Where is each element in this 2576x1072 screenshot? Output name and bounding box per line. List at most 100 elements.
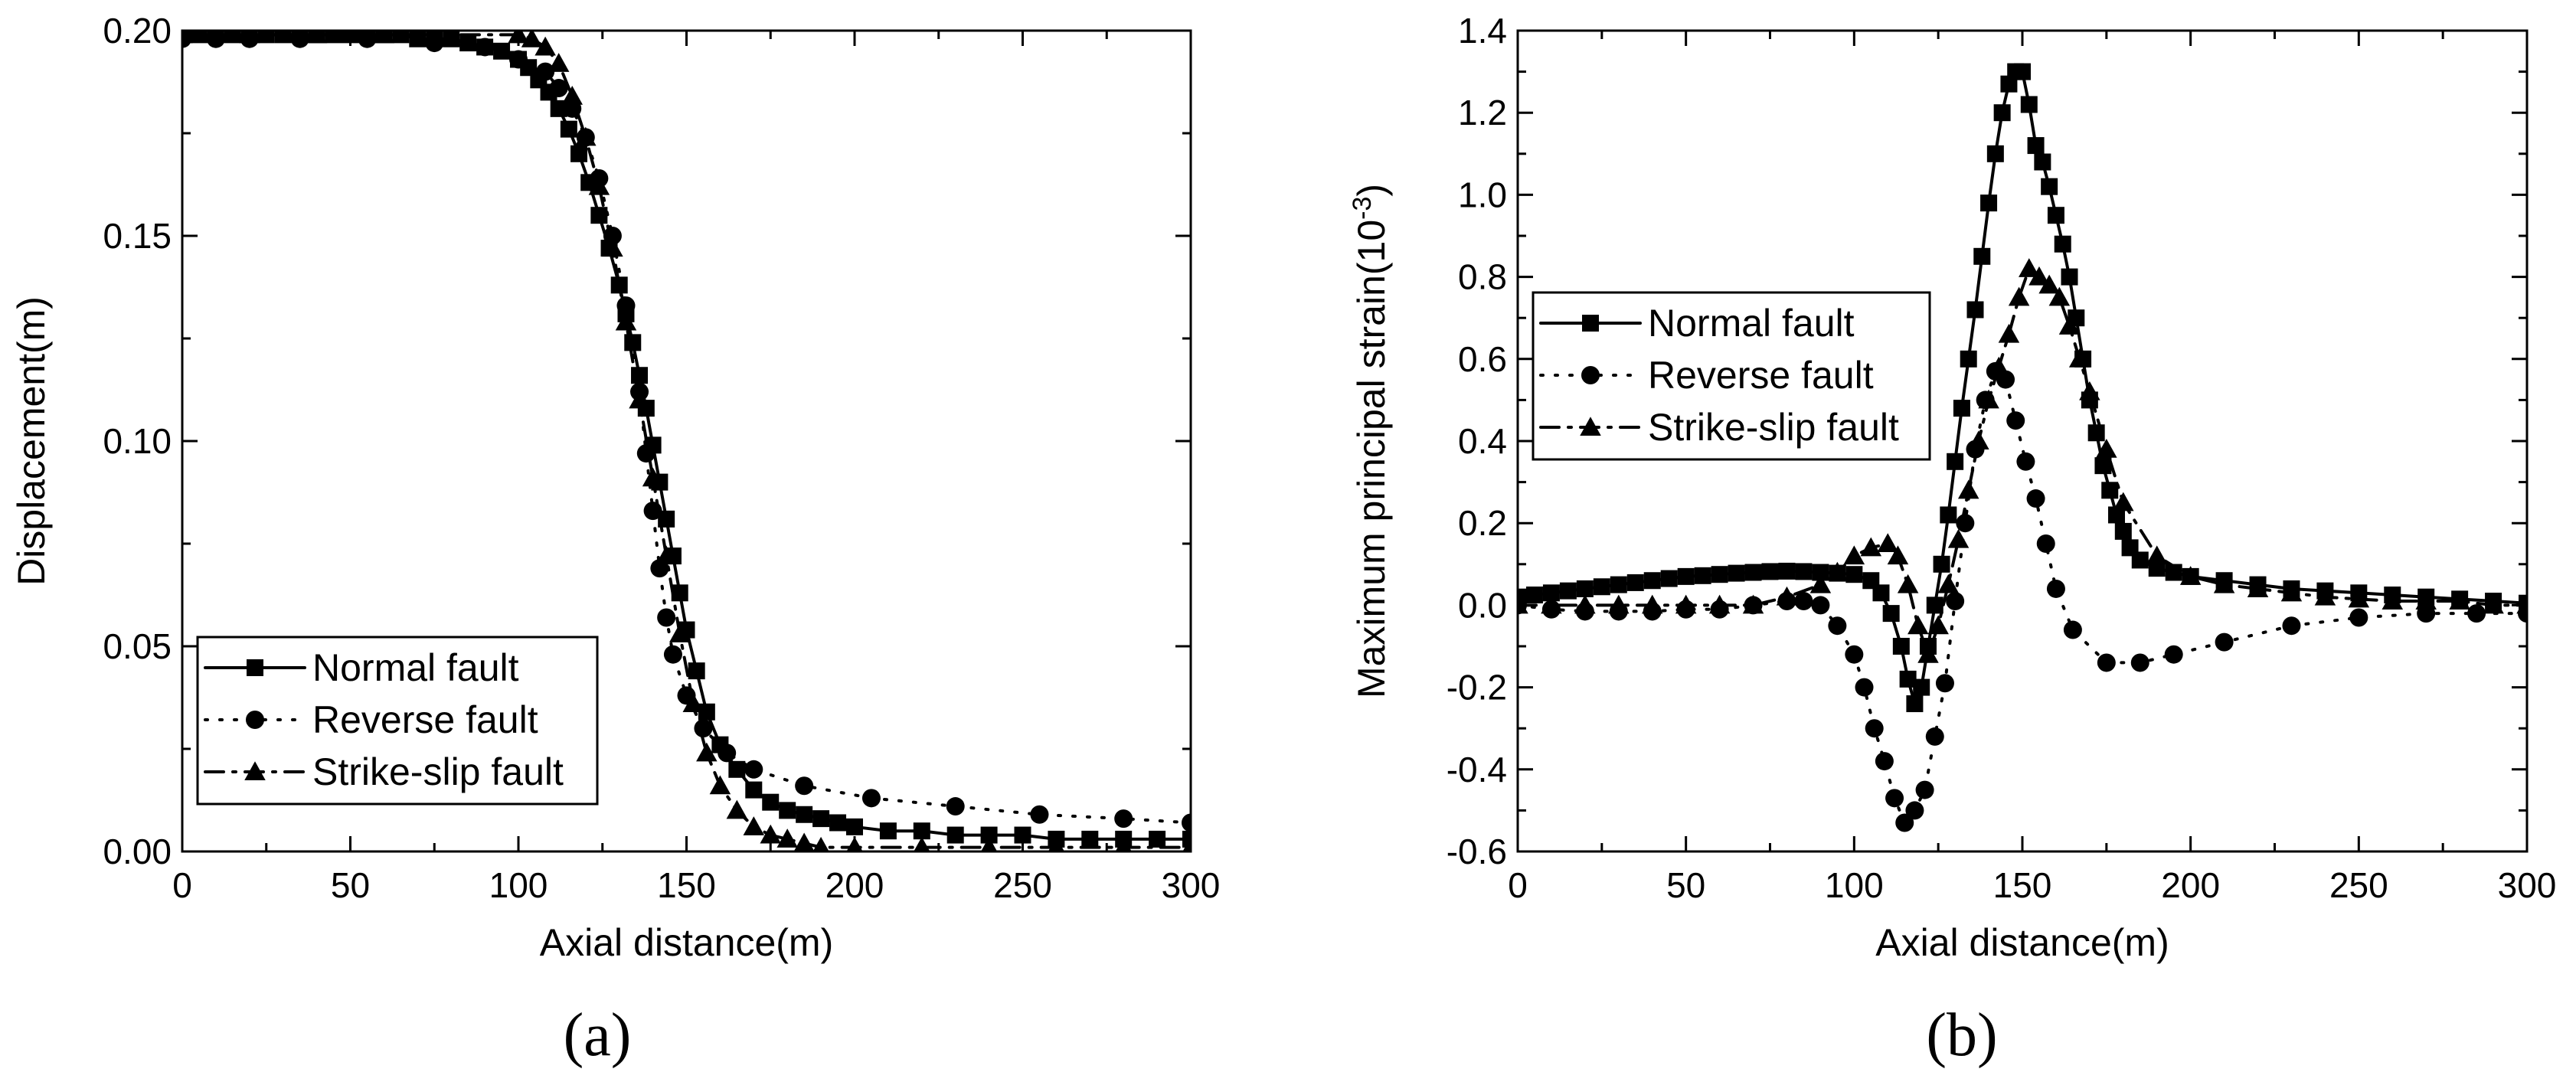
panel-a-x-tick-label: 300 (1162, 865, 1221, 905)
panel-b-triangle-point-marker (2415, 590, 2437, 610)
panel-a-triangle-point-marker (373, 31, 395, 44)
panel-b-circle-point-marker (1935, 674, 1954, 693)
panel-b-triangle-point-marker (1897, 574, 1919, 593)
panel-a-x-tick-label: 100 (489, 865, 548, 905)
panel-a-square-point-marker (1014, 826, 1031, 844)
panel-b-triangle-point-marker (2048, 286, 2071, 306)
panel-a-circle-point-marker (549, 79, 568, 98)
panel-b-legend-triangle-marker (1580, 417, 1601, 436)
panel-a-triangle-point-marker (743, 816, 765, 835)
panel-a-chart: 0 50 100 150 200 250 300 0.00 0.05 0.10 0.15 0.20 Ax… (10, 11, 1220, 1069)
panel-b-triangle-point-marker (1887, 545, 1909, 565)
panel-a-circle-point-marker (861, 789, 881, 808)
panel-b-square-point-marker (1940, 506, 1957, 524)
panel-b-square-point-marker (1576, 580, 1594, 597)
panel-a-triangle-point-marker (508, 31, 529, 44)
panel-b-triangle-point-marker (1968, 430, 1989, 449)
panel-b-triangle-point-marker (2068, 348, 2091, 368)
panel-a-triangle-point-marker (793, 832, 815, 851)
panel-a-triangle-point-marker (980, 836, 998, 851)
panel-a-y-tick-label: 0.00 (103, 832, 172, 871)
panel-b-square-point-marker (1518, 588, 1526, 606)
panel-b-circle-point-marker (1865, 719, 1884, 738)
panel-b-square-point-marker (1643, 572, 1661, 590)
panel-a-circle-point-marker (657, 608, 676, 627)
panel-b-triangle-point-marker (1675, 594, 1697, 614)
panel-b-x-tick-label: 0 (1508, 865, 1528, 905)
panel-b-square-point-marker (1812, 564, 1829, 581)
panel-b-circle-point-marker (1855, 678, 1874, 697)
panel-a-triangle-point-marker (1048, 836, 1065, 851)
panel-a-triangle-point-marker (812, 836, 829, 851)
panel-b-square-point-marker (2094, 457, 2112, 475)
panel-b-triangle-point-marker (1776, 586, 1798, 606)
panel-a-triangle-point-marker (914, 836, 930, 851)
panel-b-square-point-marker (1986, 145, 2004, 162)
panel-a-square-point-marker (493, 42, 511, 60)
panel-a-square-point-marker (762, 793, 780, 811)
panel-b-square-point-marker (1882, 605, 1900, 623)
panel-a-triangle-point-marker (239, 31, 260, 44)
panel-b-circle-point-marker (1875, 752, 1894, 771)
panel-b-square-point-marker (1892, 638, 1910, 655)
panel-b-legend-item: Strike-slip fault (1539, 406, 1899, 449)
panel-b-square-point-marker (1960, 350, 1977, 368)
panel-b-triangle-point-marker (1518, 594, 1528, 614)
panel-b-x-tick-label: 300 (2498, 865, 2557, 905)
panel-b-legend-label: Normal fault (1648, 302, 1855, 345)
panel-b-y-tick-label: 0.2 (1458, 503, 1507, 543)
panel-a-square-point-marker (879, 822, 897, 840)
panel-b-square-point-marker (2047, 207, 2064, 224)
panel-a-legend: Normal fault Reverse fault Strike-slip fau… (196, 636, 599, 806)
panel-a-x-tick-label: 0 (172, 865, 192, 905)
panel-b-triangle-point-marker (2179, 566, 2202, 585)
panel-a-circle-point-marker (694, 719, 713, 738)
panel-a-triangle-point-marker (726, 799, 748, 819)
panel-b-x-tick-label: 200 (2161, 865, 2220, 905)
panel-a-square-point-marker (1149, 830, 1166, 848)
panel-b-triangle-point-marker (1937, 574, 1960, 593)
panel-a-triangle-point-marker (440, 31, 462, 44)
panel-a-circle-point-marker (536, 62, 555, 81)
panel-b-triangle-point-marker (2146, 545, 2168, 565)
panel-a-triangle-point-marker (629, 389, 650, 409)
panel-a-square-point-marker (688, 662, 705, 680)
panel-a-square-point-marker (590, 207, 608, 224)
panel-b-triangle-point-marker (1998, 323, 2020, 343)
panel-b-series-triangle (1518, 258, 2527, 663)
panel-b-triangle-point-marker (2483, 594, 2504, 614)
panel-a-circle-point-marker (1182, 813, 1191, 832)
panel-a-legend-label: Normal fault (312, 646, 519, 689)
panel-b-square-point-marker (1778, 562, 1796, 580)
panel-a-circle-point-marker (946, 797, 965, 816)
panel-b-square-point-marker (1913, 678, 1930, 696)
panel-a-square-point-marker (946, 826, 964, 844)
panel-a-triangle-point-marker (846, 836, 863, 851)
panel-b-square-point-marker (1660, 570, 1678, 587)
panel-b-square-point-marker (2061, 268, 2078, 286)
panel-a-square-point-marker (812, 810, 830, 828)
panel-a-x-tick-label: 150 (657, 865, 716, 905)
panel-b-y-tick-label: 1.0 (1458, 175, 1507, 214)
panel-a-circle-point-marker (795, 776, 814, 796)
panel-b-legend-square-marker (1582, 315, 1599, 332)
panel-a-triangle-point-marker (642, 467, 664, 487)
panel-b-triangle-point-marker (2079, 381, 2100, 400)
panel-a-circle-point-marker (425, 34, 444, 53)
panel-b-square-point-marker (1973, 247, 1991, 265)
panel-b-square-point-marker (1906, 695, 1924, 713)
panel-b-circle-point-marker (1828, 616, 1847, 636)
panel-a-legend-triangle-marker (244, 761, 266, 780)
panel-b-circle-point-marker (2097, 653, 2116, 672)
panel-b-legend-item: Reverse fault (1539, 354, 1874, 397)
panel-b-triangle-point-marker (1957, 479, 1979, 499)
panel-b-square-point-marker (1677, 567, 1695, 585)
panel-a-circle-point-marker (1114, 809, 1133, 829)
panel-b-x-tick-label: 150 (1993, 865, 2052, 905)
panel-b-triangle-point-marker (1708, 594, 1731, 614)
panel-a-square-point-marker (796, 806, 813, 823)
panel-b-triangle-point-marker (2213, 574, 2235, 593)
panel-b-circle-point-marker (2063, 620, 2082, 639)
panel-b-square-point-marker (1559, 582, 1577, 600)
panel-a-circle-point-marker (744, 760, 763, 779)
